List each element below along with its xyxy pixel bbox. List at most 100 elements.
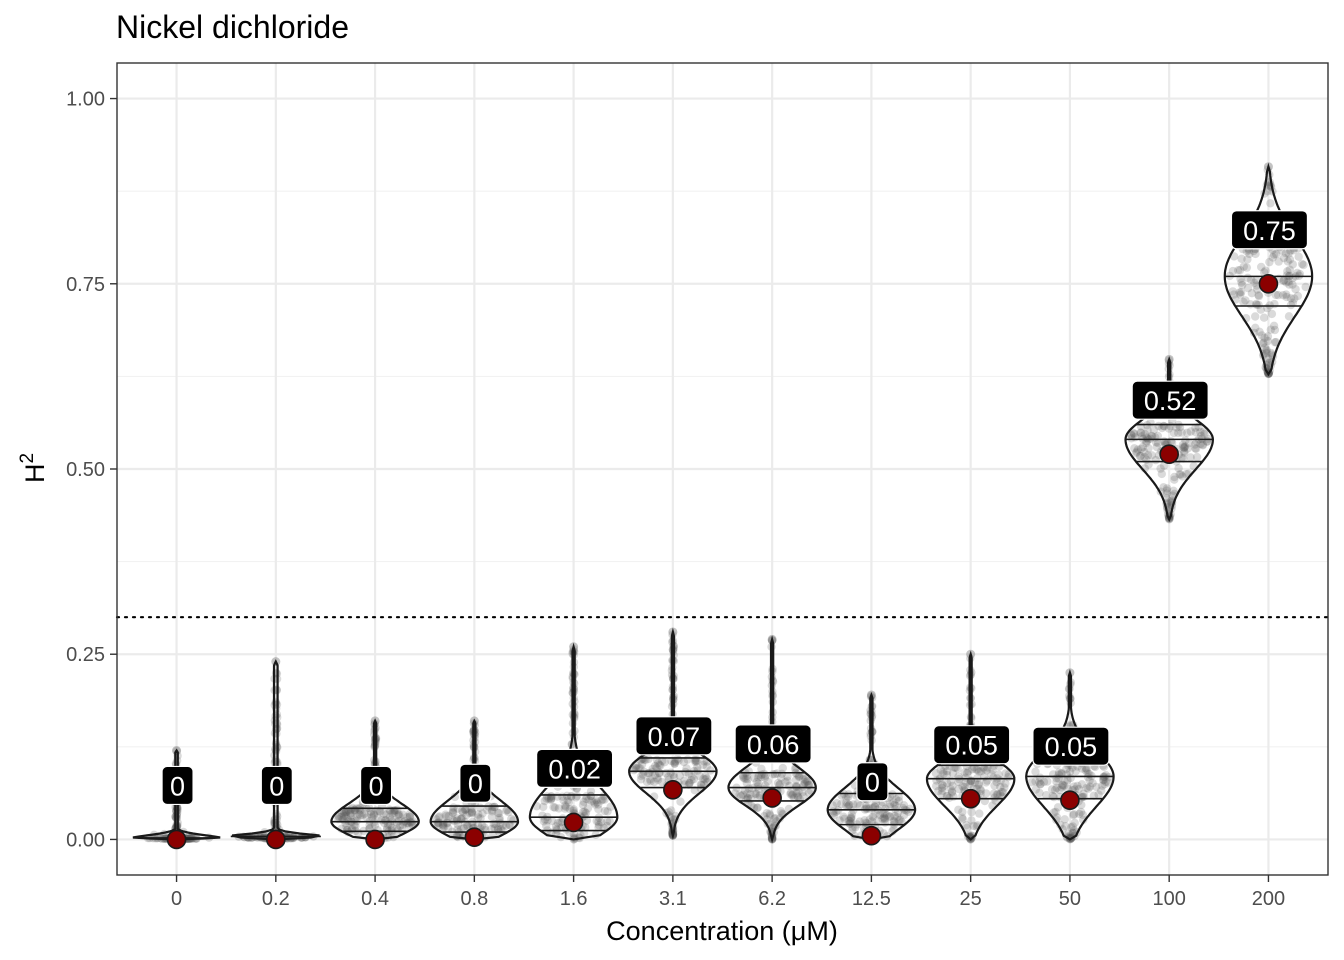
jitter-point xyxy=(658,756,667,766)
jitter-point xyxy=(1196,427,1205,437)
jitter-point xyxy=(637,771,646,781)
jitter-point xyxy=(644,754,653,764)
jitter-point xyxy=(1069,782,1079,791)
jitter-point xyxy=(1143,451,1153,460)
jitter-point xyxy=(554,804,564,813)
x-axis-title: Concentration (μM) xyxy=(606,916,838,946)
jitter-point xyxy=(404,822,414,831)
jitter-point xyxy=(888,790,897,799)
jitter-point xyxy=(1156,464,1165,473)
jitter-point xyxy=(656,761,665,770)
jitter-point xyxy=(670,757,679,767)
jitter-point xyxy=(1137,432,1147,441)
jitter-point xyxy=(358,811,367,820)
jitter-point xyxy=(579,797,588,806)
jitter-point xyxy=(1077,780,1087,789)
estimate-label-text: 0.02 xyxy=(548,754,601,784)
jitter-point xyxy=(664,772,673,782)
violin-group xyxy=(528,642,619,844)
jitter-point xyxy=(566,792,576,801)
jitter-point xyxy=(452,816,462,825)
jitter-point xyxy=(1083,769,1092,778)
estimate-point xyxy=(1258,273,1279,294)
jitter-point xyxy=(893,813,902,822)
jitter-point xyxy=(1288,280,1297,289)
estimate-point xyxy=(1060,790,1080,810)
jitter-point xyxy=(1301,282,1310,292)
violin-outline xyxy=(330,718,420,841)
jitter-point xyxy=(1039,777,1049,787)
jitter-point xyxy=(853,799,862,808)
jitter-point xyxy=(1191,428,1200,437)
estimate-label-text: 0.52 xyxy=(1144,386,1197,416)
jitter-point xyxy=(360,809,369,818)
jitter-point xyxy=(845,800,854,810)
jitter-point xyxy=(1260,333,1269,342)
jitter-point xyxy=(885,799,895,809)
jitter-point xyxy=(452,814,462,823)
jitter-point xyxy=(444,824,453,833)
jitter-point xyxy=(689,774,699,784)
estimate-label: 0.02 xyxy=(536,748,614,788)
jitter-point xyxy=(434,818,443,827)
jitter-point xyxy=(443,818,452,827)
jitter-point xyxy=(592,798,602,807)
jitter-point xyxy=(777,769,787,778)
jitter-point xyxy=(580,807,589,816)
jitter-point xyxy=(680,780,689,789)
jitter-point xyxy=(395,821,405,830)
estimate-label-box xyxy=(933,725,1011,765)
jitter-point xyxy=(743,774,752,784)
jitter-point xyxy=(905,804,915,813)
jitter-point xyxy=(632,763,641,773)
jitter-point xyxy=(798,788,807,797)
jitter-point xyxy=(757,764,766,773)
jitter-point xyxy=(1247,275,1256,284)
jitter-point xyxy=(990,793,999,802)
jitter-point xyxy=(945,793,954,802)
jitter-point xyxy=(1290,294,1299,303)
jitter-point xyxy=(1179,443,1189,453)
violin-group xyxy=(925,649,1016,844)
x-tick-label: 0.8 xyxy=(460,888,488,910)
jitter-point xyxy=(882,811,891,820)
jitter-point xyxy=(974,780,983,790)
jitter-point xyxy=(555,818,565,827)
jitter-point xyxy=(347,805,356,814)
jitter-point xyxy=(828,801,838,810)
jitter-point xyxy=(539,802,548,812)
jitter-point xyxy=(573,791,582,801)
jitter-point xyxy=(1262,348,1271,358)
jitter-point xyxy=(564,798,573,807)
jitter-point xyxy=(1057,768,1066,778)
jitter-point xyxy=(383,823,392,832)
jitter-point xyxy=(962,821,971,830)
jitter-point xyxy=(794,787,803,796)
jitter-point xyxy=(1181,436,1190,445)
jitter-point xyxy=(543,816,552,825)
jitter-point xyxy=(569,805,578,814)
jitter-point xyxy=(657,777,667,787)
jitter-point xyxy=(1142,437,1151,446)
jitter-point xyxy=(444,812,453,821)
jitter-point xyxy=(1270,325,1280,335)
jitter-point xyxy=(891,795,901,804)
jitter-point xyxy=(735,790,744,799)
jitter-point xyxy=(1288,298,1298,307)
jitter-point xyxy=(1186,427,1196,436)
jitter-point xyxy=(954,805,963,814)
violin-group xyxy=(727,634,817,844)
jitter-point xyxy=(460,805,470,814)
jitter-point xyxy=(989,789,999,798)
jitter-point xyxy=(1197,431,1206,441)
jitter-point xyxy=(488,802,497,812)
jitter-point xyxy=(1268,253,1278,262)
jitter-point xyxy=(594,823,603,832)
jitter-point xyxy=(1104,778,1113,787)
jitter-point xyxy=(847,810,856,819)
jitter-point xyxy=(679,757,689,767)
jitter-point xyxy=(342,822,351,831)
jitter-point xyxy=(840,814,849,823)
jitter-point xyxy=(845,816,855,826)
jitter-point xyxy=(973,765,982,775)
